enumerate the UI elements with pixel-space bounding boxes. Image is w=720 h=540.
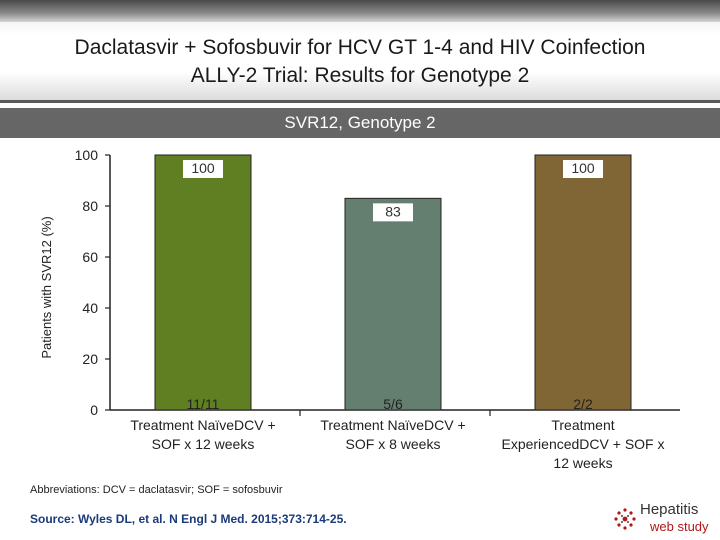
slide-title: Daclatasvir + Sofosbuvir for HCV GT 1-4 … (0, 34, 720, 90)
value-label-box (563, 160, 603, 178)
logo-text-main: Hepatitis (640, 501, 699, 518)
y-axis-title: Patients with SVR12 (%) (39, 216, 54, 358)
y-tick-label: 60 (82, 249, 98, 265)
bar-count-label: 5/6 (383, 396, 403, 412)
bar-count-label: 2/2 (573, 396, 593, 412)
y-tick-label: 100 (75, 147, 99, 163)
bar-value-label: 100 (191, 160, 215, 176)
title-top-strip (0, 0, 720, 22)
chart-subtitle-bar: SVR12, Genotype 2 (0, 108, 720, 138)
x-category-label: Treatment NaïveDCV + (320, 417, 465, 433)
logo-text-sub: web study (650, 519, 709, 534)
x-category-label: SOF x 12 weeks (152, 436, 255, 452)
bar-value-label: 83 (385, 203, 401, 219)
y-tick-label: 40 (82, 300, 98, 316)
bar-3 (534, 154, 632, 411)
y-tick-label: 80 (82, 198, 98, 214)
x-category-label: Treatment NaïveDCV + (130, 417, 275, 433)
bar-1 (154, 154, 252, 411)
x-category-label: SOF x 8 weeks (346, 436, 441, 452)
bar-value-label: 100 (571, 160, 595, 176)
hepatitis-logo-icon (614, 508, 636, 530)
chart-subtitle: SVR12, Genotype 2 (284, 113, 436, 132)
title-bar: Daclatasvir + Sofosbuvir for HCV GT 1-4 … (0, 0, 720, 103)
hepatitis-web-study-logo: Hepatitis web study (612, 500, 712, 536)
value-label-box (373, 203, 413, 222)
slide-title-line-1: Daclatasvir + Sofosbuvir for HCV GT 1-4 … (74, 36, 646, 59)
chart-labels: 100 11/11 Treatment NaïveDCV + SOF x 12 wee… (130, 160, 665, 471)
value-label-box (183, 160, 223, 178)
source-citation: Source: Wyles DL, et al. N Engl J Med. 2… (30, 512, 347, 526)
y-tick-label: 0 (90, 402, 98, 418)
y-tick-label: 20 (82, 351, 98, 367)
x-category-label: 12 weeks (553, 455, 612, 471)
x-category-label: ExperiencedDCV + SOF x (501, 436, 664, 452)
bar-count-label: 11/11 (187, 396, 220, 412)
bar-2 (344, 197, 442, 411)
chart-bars (154, 154, 632, 411)
slide-title-line-2: ALLY-2 Trial: Results for Genotype 2 (190, 64, 530, 87)
abbreviations-note: Abbreviations: DCV = daclatasvir; SOF = … (30, 484, 283, 496)
x-category-label: Treatment (551, 417, 614, 433)
